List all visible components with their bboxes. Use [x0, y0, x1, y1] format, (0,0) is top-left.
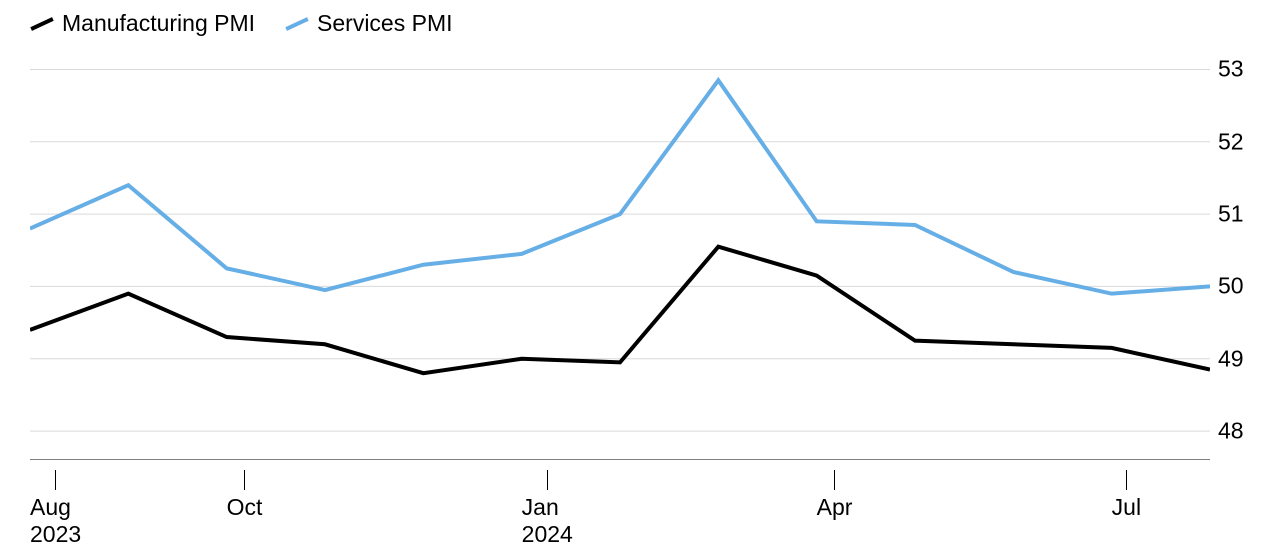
- x-tick: Jul: [1112, 470, 1141, 517]
- plot-area: [30, 55, 1210, 460]
- legend-label: Services PMI: [317, 10, 452, 37]
- x-tick-mark: [547, 470, 548, 490]
- y-tick-label: 48: [1218, 418, 1244, 445]
- x-tick-label-month: Jul: [1112, 494, 1141, 521]
- y-tick-label: 53: [1218, 56, 1244, 83]
- x-tick-label-month: Oct: [227, 494, 263, 521]
- x-tick-mark: [834, 470, 835, 490]
- x-tick: Aug2023: [30, 470, 81, 544]
- x-tick: Oct: [227, 470, 263, 517]
- x-tick-mark: [1126, 470, 1127, 490]
- y-axis-labels: 48 49 50 51 52 53: [1218, 55, 1268, 460]
- x-tick-mark: [244, 470, 245, 490]
- y-tick-label: 51: [1218, 201, 1244, 228]
- legend-swatch-icon: [30, 17, 53, 31]
- legend-label: Manufacturing PMI: [62, 10, 255, 37]
- x-tick-label-month: Jan: [522, 494, 573, 521]
- x-tick-label-month: Aug: [30, 494, 81, 521]
- x-tick: Apr: [817, 470, 853, 517]
- chart-legend: Manufacturing PMI Services PMI: [30, 10, 453, 37]
- x-tick-label-year: 2023: [30, 521, 81, 548]
- legend-swatch-icon: [285, 17, 308, 31]
- legend-item-services: Services PMI: [285, 10, 452, 37]
- chart-svg: [30, 55, 1210, 460]
- y-tick-label: 50: [1218, 273, 1244, 300]
- x-tick-mark: [55, 470, 56, 490]
- series-line: [30, 80, 1210, 293]
- pmi-line-chart: Manufacturing PMI Services PMI 48 49 50 51 5…: [0, 0, 1274, 560]
- y-tick-label: 49: [1218, 345, 1244, 372]
- y-tick-label: 52: [1218, 128, 1244, 155]
- x-tick-label-month: Apr: [817, 494, 853, 521]
- series-line: [30, 247, 1210, 374]
- legend-item-manufacturing: Manufacturing PMI: [30, 10, 255, 37]
- x-tick: Jan2024: [522, 470, 573, 544]
- x-tick-label-year: 2024: [522, 521, 573, 548]
